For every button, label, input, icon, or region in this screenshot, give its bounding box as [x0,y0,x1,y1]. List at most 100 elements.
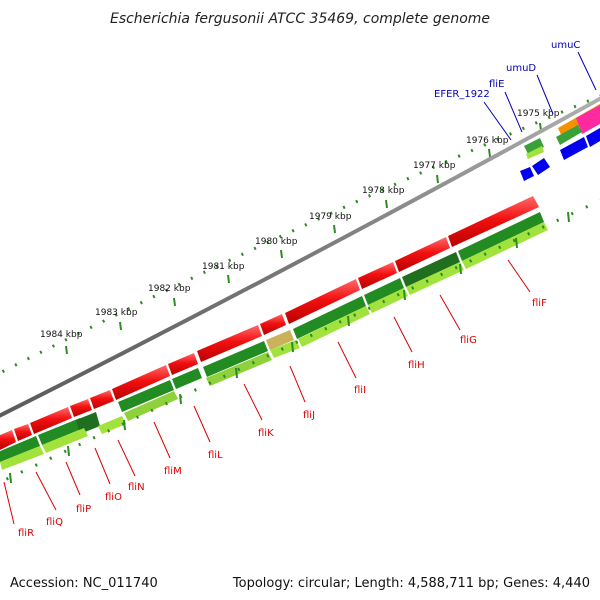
gene-arrow [42,428,88,453]
cds-arrow [285,279,360,324]
cds-arrow [395,237,450,272]
gene-arrow [98,416,126,434]
gene-label-fliL: fliL [208,450,223,461]
kbp-tick-mark [436,174,439,184]
gene-label-fliR: fliR [18,528,34,539]
gene-leader-line [483,101,512,141]
gene-label-fliE: fliE [489,79,504,90]
kbp-tick-label: 1975 kbp [517,109,560,119]
gene-arrow [38,418,84,445]
kbp-tick-mark [488,148,491,158]
forward-gene-arrow [520,167,534,181]
gene-arrow [118,380,174,412]
gene-arrow [172,368,202,389]
gene-arrow [266,330,294,350]
gene-leader-line [337,341,357,379]
kbp-tick-mark [227,274,230,284]
gene-label-fliG: fliG [460,335,477,346]
cds-arrow [90,390,114,409]
inner-tick-mark [67,445,70,457]
kbp-tick-label: 1980 kbp [255,237,298,247]
genome-backbone [0,96,600,418]
gene-arrow [298,306,370,347]
inner-tick-mark [515,237,518,249]
gene-leader-line [243,383,263,421]
outer-scale-ruler: 1984 kbp 1983 kbp 1982 kbp 1981 kbp 1980 kbp… [0,94,600,375]
kbp-tick-label: 1983 kbp [95,308,138,318]
gene-leader-line [35,471,57,511]
gene-arrow [293,296,366,339]
gene-arrow [364,278,404,305]
gene-leader-line [193,405,211,443]
forward-gene-arrow [532,158,550,175]
gene-leader-line [439,294,461,331]
inner-tick-mark [179,393,182,405]
gene-leader-line [393,316,413,353]
gene-label-fliI: fliI [354,385,366,396]
kbp-tick-label: 1976 kbp [466,136,509,146]
gene-leader-line [94,447,111,485]
gene-label-umuC: umuC [551,40,580,51]
gene-leader-line [65,461,81,496]
gene-label-fliK: fliK [258,428,274,439]
kbp-tick-label: 1979 kbp [309,212,352,222]
kbp-tick-label: 1982 kbp [148,284,191,294]
cds-arrow [168,353,198,375]
inner-tick-mark [567,211,570,223]
inner-ruler-ticks [9,211,570,484]
cds-arrow [448,196,539,247]
accession-label: Accession: NC_011740 [10,576,158,591]
gene-arrow [0,436,40,462]
gene-label-umuD: umuD [506,63,536,74]
forward-gene-arrow [526,146,544,159]
cds-arrow [112,365,170,400]
gene-leader-line [577,51,597,91]
gene-label-EFER_1922: EFER_1922 [434,89,490,100]
gene-arrow [462,222,548,269]
gene-leader-line [117,439,136,477]
gene-label-fliM: fliM [164,466,182,477]
inner-tick-mark [291,341,294,353]
inner-tick-mark [235,367,238,379]
gene-label-fliP: fliP [76,504,91,515]
kbp-tick-mark [333,224,336,234]
forward-gene-arrow [560,137,588,160]
gene-label-fliN: fliN [128,482,145,493]
gene-labels: fliR fliQ fliP fliO fliN fliM fliL fliK fliJ fliI… [3,40,597,539]
cds-arrow [358,262,397,289]
outer-ruler-track [0,94,600,375]
kbp-tick-mark [173,297,176,307]
forward-gene-arrow [576,105,600,134]
cds-arrow [30,407,72,434]
kbp-tick-label: 1981 kbp [202,262,245,272]
cds-arrow [0,430,16,450]
forward-gene-arrow [524,138,544,154]
genome-summary: Topology: circular; Length: 4,588,711 bp… [232,576,590,591]
forward-strand-features [520,104,600,181]
reverse-cds-track [0,196,539,450]
gene-leader-line [504,91,523,133]
gene-arrow [76,412,100,434]
inner-tick-mark [403,289,406,301]
map-title: Escherichia fergusonii ATCC 35469, compl… [110,11,490,27]
gene-arrow [124,391,178,421]
kbp-tick-label: 1984 kbp [40,330,83,340]
gene-leader-line [507,259,531,293]
forward-gene-arrow [556,125,582,145]
cds-arrow [14,424,32,441]
kbp-tick-mark [385,199,388,209]
gene-leader-line [3,481,15,525]
kbp-tick-mark [280,249,283,259]
cds-arrow [260,314,286,335]
gene-label-fliF: fliF [532,298,547,309]
gene-arrow [458,212,544,261]
inner-ruler-track [0,198,600,484]
cds-arrow [70,399,92,417]
reverse-gene-track [0,212,548,470]
gene-label-fliO: fliO [105,492,122,503]
gene-arrow [203,341,268,377]
gene-arrow [0,446,44,470]
gene-label-fliQ: fliQ [46,517,63,528]
gene-leader-line [153,421,171,459]
